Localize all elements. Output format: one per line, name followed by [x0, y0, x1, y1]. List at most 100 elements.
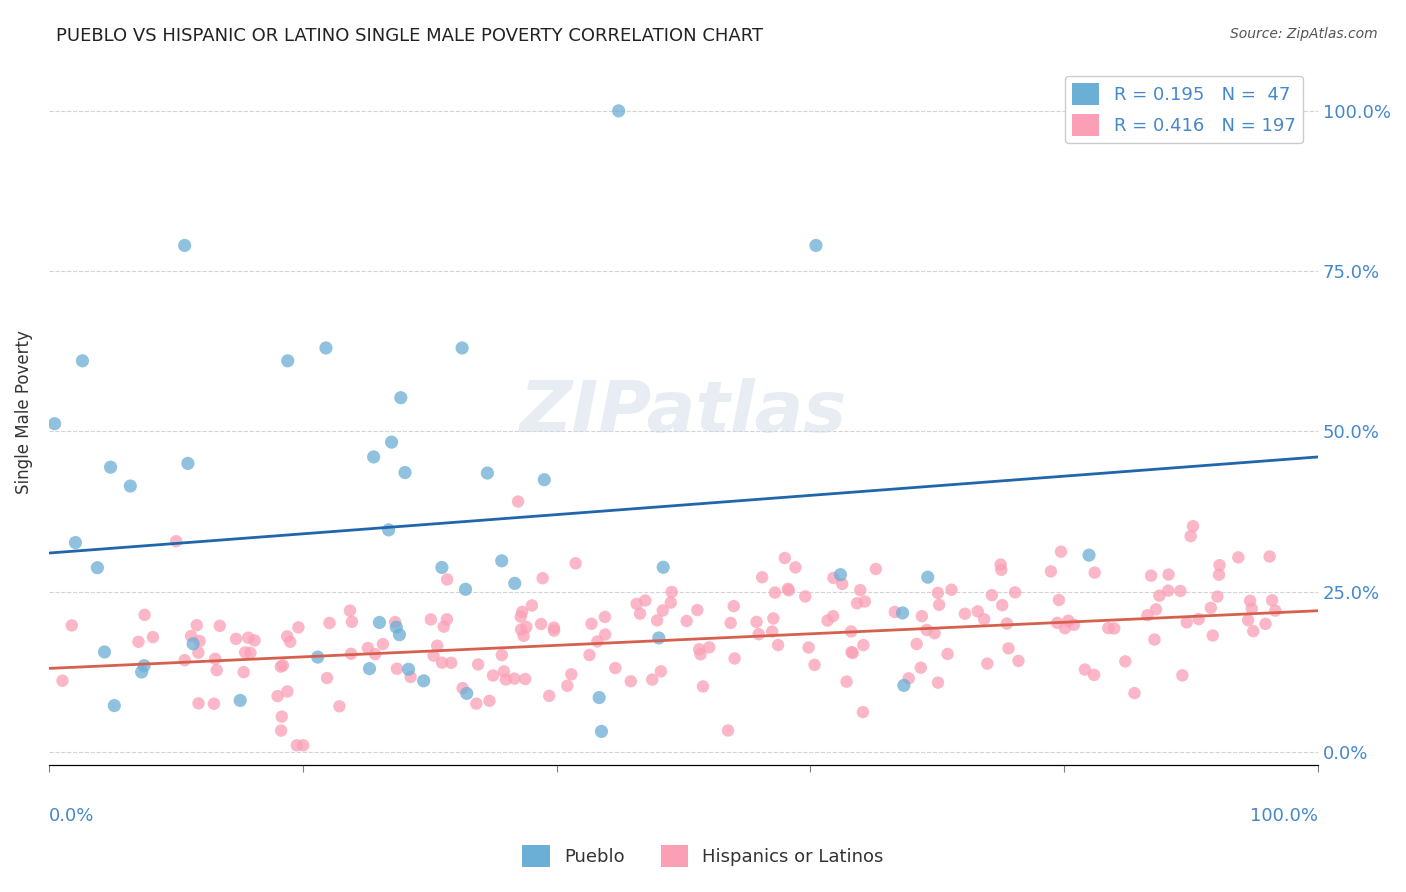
Point — [924, 626, 946, 640]
Point — [830, 567, 852, 582]
Point — [1264, 604, 1286, 618]
Point — [591, 724, 613, 739]
Point — [555, 679, 578, 693]
Point — [893, 678, 915, 692]
Point — [1102, 621, 1125, 635]
Point — [991, 598, 1014, 612]
Point — [173, 653, 195, 667]
Point — [1050, 544, 1073, 558]
Legend: Pueblo, Hispanics or Latinos: Pueblo, Hispanics or Latinos — [515, 838, 891, 874]
Point — [456, 686, 478, 700]
Point — [1170, 583, 1192, 598]
Point — [543, 624, 565, 638]
Point — [491, 648, 513, 662]
Point — [131, 665, 153, 679]
Point — [371, 637, 394, 651]
Point — [1084, 566, 1107, 580]
Point — [1180, 529, 1202, 543]
Point — [340, 615, 363, 629]
Point — [86, 560, 108, 574]
Point — [103, 698, 125, 713]
Point — [1039, 565, 1062, 579]
Point — [910, 661, 932, 675]
Point — [1206, 590, 1229, 604]
Point — [1046, 615, 1069, 630]
Point — [852, 638, 875, 652]
Point — [492, 665, 515, 679]
Point — [927, 675, 949, 690]
Point — [368, 615, 391, 630]
Point — [384, 615, 406, 629]
Y-axis label: Single Male Poverty: Single Male Poverty — [15, 330, 32, 494]
Point — [586, 634, 609, 648]
Point — [292, 739, 315, 753]
Point — [1208, 558, 1230, 573]
Legend: R = 0.195   N =  47, R = 0.416   N = 197: R = 0.195 N = 47, R = 0.416 N = 197 — [1064, 76, 1303, 144]
Point — [266, 689, 288, 703]
Text: ZIPatlas: ZIPatlas — [520, 377, 848, 447]
Point — [763, 585, 786, 599]
Point — [328, 699, 350, 714]
Point — [51, 673, 73, 688]
Point — [839, 624, 862, 639]
Point — [315, 341, 337, 355]
Point — [835, 674, 858, 689]
Point — [93, 645, 115, 659]
Point — [318, 615, 340, 630]
Point — [467, 657, 489, 672]
Point — [381, 435, 404, 450]
Point — [953, 607, 976, 621]
Point — [823, 571, 845, 585]
Point — [1123, 686, 1146, 700]
Text: PUEBLO VS HISPANIC OR LATINO SINGLE MALE POVERTY CORRELATION CHART: PUEBLO VS HISPANIC OR LATINO SINGLE MALE… — [56, 27, 763, 45]
Point — [581, 616, 603, 631]
Point — [720, 615, 742, 630]
Point — [276, 629, 298, 643]
Point — [891, 606, 914, 620]
Point — [422, 648, 444, 663]
Point — [1258, 549, 1281, 564]
Point — [842, 646, 865, 660]
Point — [180, 629, 202, 643]
Point — [202, 697, 225, 711]
Point — [823, 609, 845, 624]
Point — [697, 640, 720, 655]
Point — [357, 640, 380, 655]
Point — [1241, 624, 1264, 639]
Point — [232, 665, 254, 680]
Point — [433, 620, 456, 634]
Point — [509, 609, 531, 624]
Point — [531, 571, 554, 585]
Point — [205, 663, 228, 677]
Point — [797, 640, 820, 655]
Point — [188, 634, 211, 648]
Point — [128, 635, 150, 649]
Point — [917, 570, 939, 584]
Point — [515, 672, 537, 686]
Point — [277, 353, 299, 368]
Point — [927, 586, 949, 600]
Point — [941, 582, 963, 597]
Point — [852, 705, 875, 719]
Point — [385, 620, 408, 634]
Point — [520, 599, 543, 613]
Point — [1240, 601, 1263, 615]
Point — [512, 629, 534, 643]
Point — [1053, 621, 1076, 635]
Point — [385, 662, 408, 676]
Point — [287, 620, 309, 634]
Point — [238, 631, 260, 645]
Point — [593, 627, 616, 641]
Point — [761, 624, 783, 639]
Point — [976, 657, 998, 671]
Point — [285, 739, 308, 753]
Point — [208, 619, 231, 633]
Point — [849, 583, 872, 598]
Point — [936, 647, 959, 661]
Point — [578, 648, 600, 662]
Point — [399, 670, 422, 684]
Point — [276, 684, 298, 698]
Point — [990, 558, 1012, 572]
Point — [204, 652, 226, 666]
Point — [495, 673, 517, 687]
